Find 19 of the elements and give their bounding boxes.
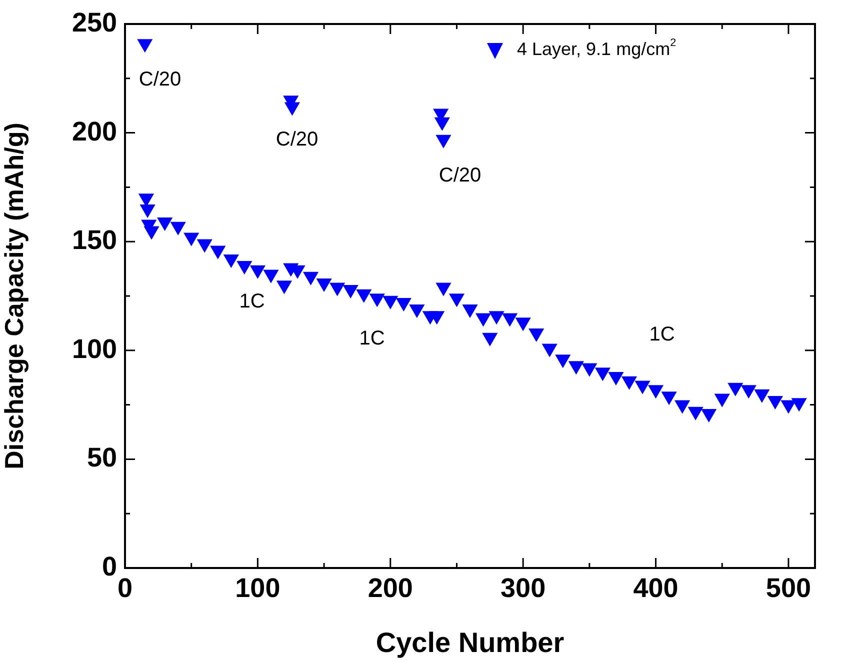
annotation: 1C [239, 290, 265, 313]
y-tick-label: 250 [72, 7, 117, 38]
annotation: 1C [359, 328, 385, 350]
x-tick-label: 500 [766, 572, 811, 603]
y-tick-label: 150 [72, 225, 117, 256]
y-axis-title: Discharge Capacity (mAh/g) [0, 122, 29, 470]
y-tick-label: 100 [72, 334, 117, 364]
x-axis-title: Cycle Number [376, 626, 564, 658]
x-tick-label: 200 [368, 572, 413, 603]
annotation: C/20 [138, 68, 182, 91]
annotation: 1C [649, 324, 675, 346]
annotation: C/20 [276, 128, 318, 151]
x-tick-label: 400 [633, 572, 678, 603]
y-tick-label: 50 [86, 442, 117, 473]
x-tick-label: 300 [500, 572, 546, 603]
y-tick-label: 0 [102, 551, 117, 582]
x-tick-label: 100 [235, 572, 280, 603]
y-tick-label: 200 [72, 116, 117, 146]
annotation: C/20 [438, 164, 482, 187]
